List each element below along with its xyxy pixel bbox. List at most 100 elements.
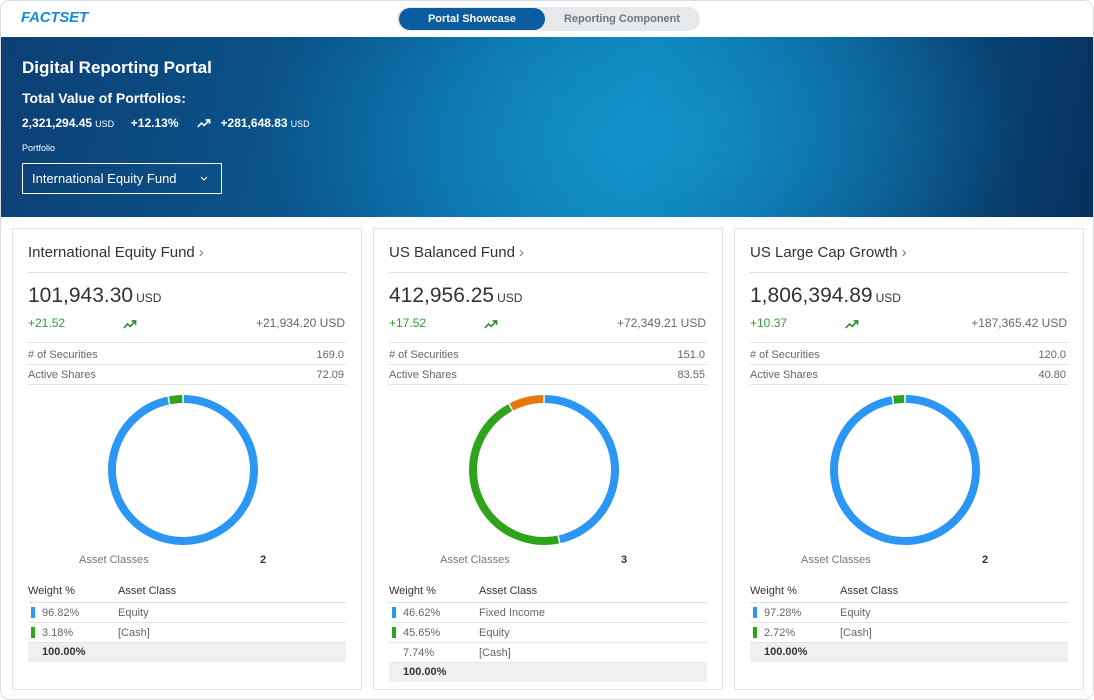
total-weight: 100.00% [764,646,808,658]
total-pct-change: +12.13% [130,116,179,130]
divider [28,342,346,343]
fund-value-unit: USD [497,291,523,305]
weight-value: 96.82% [42,607,80,619]
securities-value: 151.0 [677,349,705,361]
asset-class-column-header: Asset Class [840,585,899,597]
active-shares-value: 72.09 [316,369,344,381]
weight-value: 46.62% [403,607,441,619]
total-abs-change: +281,648.83 [220,116,288,130]
asset-class-column-header: Asset Class [479,585,538,597]
allocation-row: 3.18% [Cash] [28,623,346,643]
legend-swatch [392,607,396,618]
asset-class-name: Fixed Income [479,607,546,619]
trending-up-icon [484,320,498,329]
asset-classes-count: 2 [982,554,989,566]
top-bar: FACTSET Portal Showcase Reporting Compon… [1,1,1093,37]
divider [389,342,707,343]
divider [28,272,346,273]
asset-class-name: Equity [479,627,510,639]
asset-classes-label: Asset Classes [79,554,149,566]
allocation-table-header: Weight % Asset Class [750,584,1068,603]
total-value: 2,321,294.45 [22,116,93,130]
weight-column-header: Weight % [28,585,75,597]
tab-portal-showcase[interactable]: Portal Showcase [399,8,545,30]
view-toggle: Portal Showcase Reporting Component [397,7,700,31]
portfolio-select[interactable]: International Equity Fund [22,163,222,194]
chevron-down-icon [200,176,208,181]
asset-class-name: [Cash] [118,627,150,639]
allocation-total-row: 100.00% [750,643,1068,662]
active-shares-label: Active Shares [389,369,457,381]
chevron-right-icon: › [901,244,907,261]
asset-class-donut-chart [469,395,619,545]
active-shares-label: Active Shares [750,369,818,381]
allocation-row: 45.65% Equity [389,623,707,643]
portfolio-total-heading: Total Value of Portfolios: [22,90,186,106]
fund-card: International Equity Fund › 101,943.30 USD… [12,228,362,690]
total-value-unit: USD [95,119,115,129]
allocation-total-row: 100.00% [389,663,707,682]
legend-swatch [31,607,35,618]
asset-class-name: [Cash] [479,647,511,659]
asset-classes-label: Asset Classes [440,554,510,566]
donut-slice [830,395,980,545]
fund-value-unit: USD [136,291,162,305]
allocation-table-header: Weight % Asset Class [28,584,346,603]
fund-card: US Balanced Fund › 412,956.25 USD +17.52 +… [373,228,723,690]
allocation-row: 46.62% Fixed Income [389,603,707,623]
weight-value: 2.72% [764,627,796,639]
weight-value: 7.74% [403,647,435,659]
fund-name: US Large Cap Growth [750,244,898,261]
total-weight: 100.00% [403,666,447,678]
trending-up-icon [845,320,859,329]
asset-class-name: [Cash] [840,627,872,639]
total-abs-change-unit: USD [290,119,310,129]
asset-classes-label: Asset Classes [801,554,871,566]
divider [750,272,1068,273]
active-shares-label: Active Shares [28,369,96,381]
trending-up-icon [197,119,211,128]
fund-title-link[interactable]: US Large Cap Growth › [750,244,907,261]
securities-label: # of Securities [28,349,98,361]
legend-swatch [753,627,757,638]
asset-classes-count: 2 [260,554,267,566]
factset-logo[interactable]: FACTSET [21,9,88,26]
legend-swatch [392,627,396,638]
portfolio-label: Portfolio [22,143,56,153]
chevron-right-icon: › [518,244,524,261]
fund-change: +17.52 [389,316,427,330]
fund-title-link[interactable]: International Equity Fund › [28,244,204,261]
fund-title-link[interactable]: US Balanced Fund › [389,244,524,261]
securities-row: # of Securities 169.0 [28,345,346,365]
weight-value: 97.28% [764,607,802,619]
donut-slice [509,395,544,411]
securities-row: # of Securities 120.0 [750,345,1068,365]
fund-value: 101,943.30 USD [28,284,161,308]
portfolio-select-value: International Equity Fund [32,171,177,186]
legend-swatch [753,607,757,618]
weight-column-header: Weight % [389,585,436,597]
allocation-row: 96.82% Equity [28,603,346,623]
securities-row: # of Securities 151.0 [389,345,707,365]
total-weight: 100.00% [42,646,86,658]
tab-reporting-component[interactable]: Reporting Component [563,13,681,25]
active-shares-value: 40.80 [1038,369,1066,381]
active-shares-row: Active Shares 83.55 [389,365,707,385]
fund-value-number: 412,956.25 [389,284,495,307]
weight-value: 45.65% [403,627,441,639]
asset-classes-count: 3 [621,554,628,566]
donut-slice [893,395,905,404]
donut-slice [544,395,619,544]
fund-value-number: 1,806,394.89 [750,284,873,307]
fund-name: International Equity Fund [28,244,195,261]
fund-abs-change: +21,934.20 USD [255,316,345,330]
allocation-row: 7.74% [Cash] [389,643,707,663]
asset-class-donut-chart [108,395,258,545]
asset-class-name: Equity [840,607,871,619]
fund-name: US Balanced Fund [389,244,515,261]
securities-value: 120.0 [1038,349,1066,361]
active-shares-row: Active Shares 40.80 [750,365,1068,385]
page-title: Digital Reporting Portal [22,58,212,77]
fund-change: +21.52 [28,316,66,330]
